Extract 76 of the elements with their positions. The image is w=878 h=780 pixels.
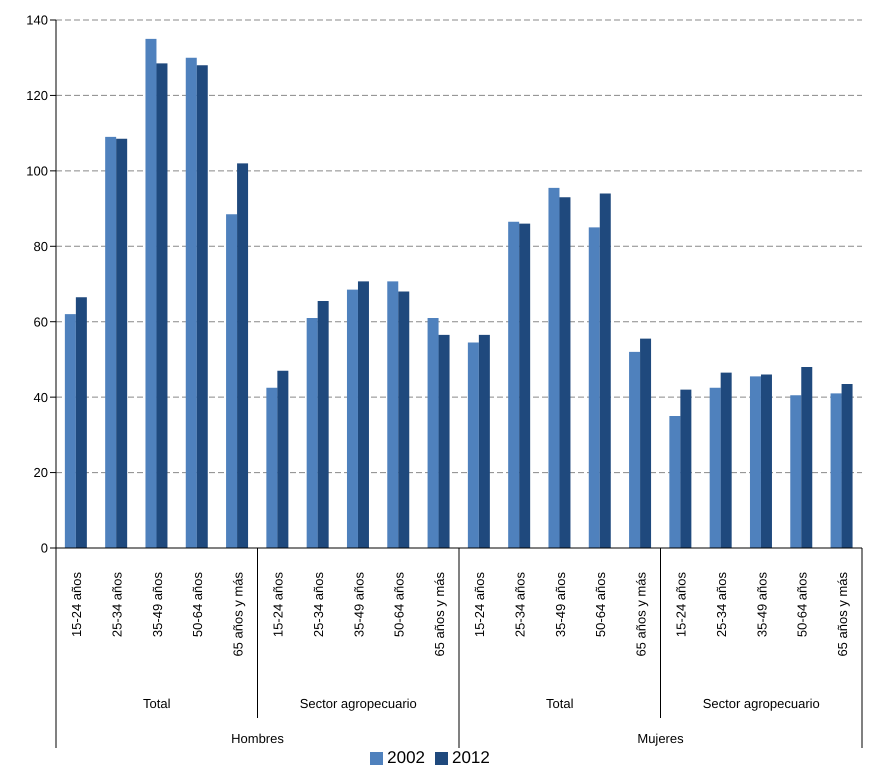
bar <box>588 227 600 548</box>
bar <box>468 342 479 548</box>
y-tick-label: 60 <box>34 314 48 330</box>
text: Total <box>143 696 171 711</box>
y-tick-label: 40 <box>34 390 48 405</box>
y-tick-label: 140 <box>26 12 48 28</box>
bar <box>640 338 652 548</box>
y-tick-label: 20 <box>34 465 48 480</box>
bar <box>196 65 208 548</box>
text: Hombres <box>231 731 284 746</box>
bar <box>548 188 560 548</box>
bar <box>387 281 398 548</box>
bar <box>478 334 490 548</box>
x-tick-label: 65 años y más <box>230 572 246 657</box>
bar <box>358 281 369 548</box>
text: Mujeres <box>637 731 684 746</box>
bar <box>266 388 278 548</box>
x-tick-label: 25-34 años <box>714 572 729 638</box>
x-tick-label: 65 años y más <box>834 572 850 657</box>
bar <box>346 290 358 548</box>
y-tick-label: 120 <box>26 88 48 104</box>
bar <box>277 370 288 548</box>
bar <box>438 334 450 548</box>
bar <box>145 38 156 548</box>
bar <box>559 197 570 548</box>
bar <box>226 214 238 548</box>
x-tick-label: 25-34 años <box>310 572 326 638</box>
text: Sector agropecuario <box>702 696 820 711</box>
bar <box>398 292 410 548</box>
x-tick-label: 65 años y más <box>432 572 447 657</box>
x-tick-label: 15-24 años <box>69 572 84 638</box>
bar <box>318 300 329 548</box>
bar <box>237 163 248 548</box>
bar <box>710 388 721 548</box>
x-tick-label: 50-64 años <box>190 572 206 638</box>
bar <box>116 138 128 548</box>
bar <box>669 416 680 548</box>
bar <box>105 136 116 548</box>
x-tick-label: 15-24 años <box>674 572 689 638</box>
y-tick-label: 0 <box>40 540 48 556</box>
y-tick-label: 100 <box>26 163 48 178</box>
x-tick-label: 50-64 años <box>794 572 810 638</box>
x-tick-label: 25-34 años <box>109 572 124 638</box>
bar <box>760 374 772 548</box>
x-tick-label: 35-49 años <box>150 572 165 638</box>
bar <box>156 63 168 548</box>
text: Sector agropecuario <box>300 696 417 711</box>
x-tick-label: 35-49 años <box>351 572 366 638</box>
bar <box>750 376 761 548</box>
bar <box>790 395 802 548</box>
text: Total <box>546 696 574 711</box>
bar <box>842 384 853 548</box>
bar <box>629 352 640 548</box>
bar <box>600 193 611 548</box>
y-tick-label: 80 <box>34 238 48 254</box>
legend-label: 2012 <box>452 748 490 767</box>
bar <box>64 314 76 548</box>
x-tick-label: 50-64 años <box>392 572 407 638</box>
x-tick-label: 15-24 años <box>472 572 488 638</box>
bar <box>720 372 732 548</box>
bar <box>830 393 842 548</box>
x-tick-label: 50-64 años <box>593 572 608 638</box>
bar <box>428 318 439 548</box>
bar <box>519 224 530 548</box>
bar <box>76 297 87 548</box>
bar <box>306 318 318 548</box>
bar <box>186 58 197 548</box>
x-tick-label: 65 años y más <box>633 572 648 657</box>
bar <box>680 390 692 548</box>
x-tick-label: 35-49 años <box>552 572 568 638</box>
legend-label: 2002 <box>387 748 425 767</box>
x-tick-label: 25-34 años <box>512 572 528 638</box>
x-tick-label: 15-24 años <box>270 572 286 638</box>
x-tick-label: 35-49 años <box>754 572 770 638</box>
bar <box>508 222 520 548</box>
bar <box>801 366 812 548</box>
